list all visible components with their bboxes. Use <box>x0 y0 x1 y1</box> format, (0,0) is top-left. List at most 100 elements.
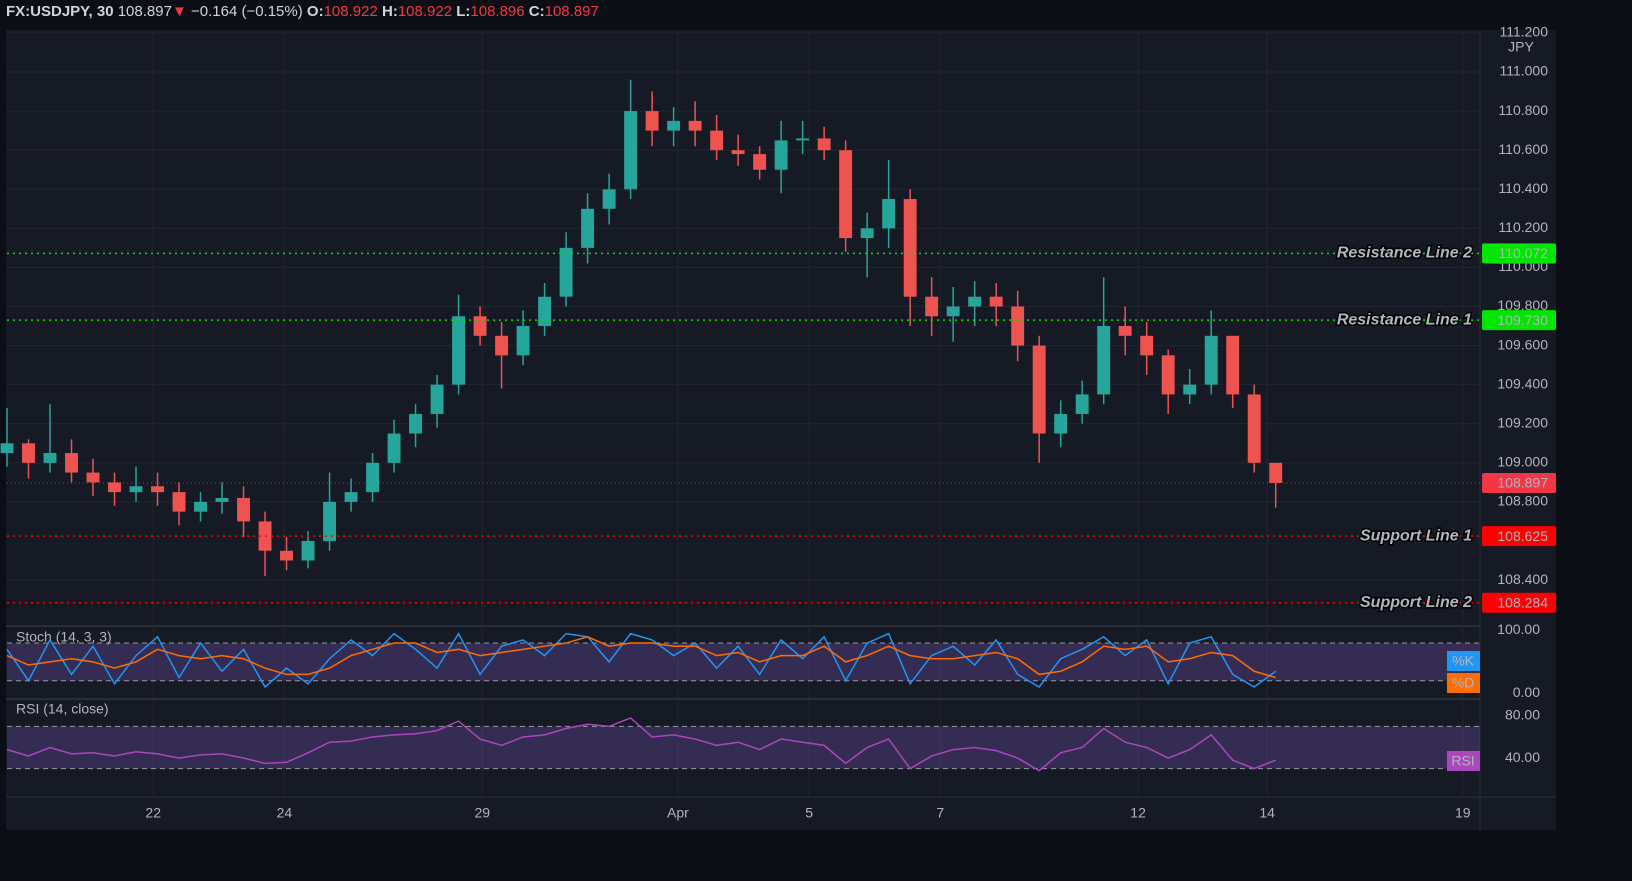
candle-body <box>237 497 250 522</box>
level-name: Support Line 2 <box>1360 594 1472 611</box>
candle-body <box>860 228 874 239</box>
candle-body <box>215 497 229 502</box>
y-tick-label: 108.400 <box>1497 571 1548 587</box>
y-tick-label: 111.200 <box>1499 24 1548 40</box>
ohlc-key: L: <box>456 3 471 20</box>
candle-body <box>151 486 164 493</box>
candle-body <box>839 150 853 239</box>
candle-body <box>1161 355 1175 395</box>
x-tick-label: 12 <box>1130 805 1146 821</box>
band-fill <box>7 643 1480 681</box>
candle-body <box>989 296 1003 307</box>
candle-body <box>0 443 14 454</box>
indicator-line <box>6 635 1276 679</box>
ohlc-value: 108.896 <box>470 3 525 20</box>
candle-body <box>452 316 466 385</box>
candle-body <box>194 501 207 512</box>
indicator-line <box>6 632 1277 689</box>
indicator-line <box>6 717 1276 772</box>
candle-body <box>65 453 78 473</box>
y-tick-label: 110.400 <box>1498 180 1548 196</box>
candle-body <box>1226 335 1240 395</box>
y-tick-label: 109.200 <box>1497 414 1548 430</box>
candle-body <box>624 111 638 190</box>
level-name: Resistance Line 1 <box>1337 311 1472 328</box>
currency-label: JPY <box>1508 39 1534 55</box>
candle-body <box>1054 413 1068 434</box>
level-name: Resistance Line 2 <box>1337 245 1472 262</box>
ohlc-key: H: <box>381 3 398 20</box>
candle-body <box>409 413 423 434</box>
ohlc-key: O: <box>306 3 324 20</box>
x-tick-label: 29 <box>474 805 490 821</box>
ohlc-value: 108.897 <box>544 3 599 20</box>
ohlc-key: C: <box>528 3 545 20</box>
candle-body <box>559 247 573 297</box>
level-name: Support Line 1 <box>1360 527 1472 544</box>
candle-body <box>22 443 35 463</box>
candle-body <box>968 296 982 307</box>
x-tick-label: Apr <box>667 805 689 821</box>
candle-body <box>774 140 788 170</box>
y-tick-label: 108.800 <box>1497 493 1548 509</box>
y-tick-label: 100.00 <box>1497 621 1540 637</box>
candle-body <box>108 482 121 493</box>
candle-body <box>1140 335 1154 356</box>
candle-body <box>667 120 681 131</box>
ohlc-value: 108.922 <box>397 3 453 20</box>
y-tick-label: 109.000 <box>1497 454 1548 470</box>
candle-body <box>602 189 616 209</box>
candle-body <box>1118 326 1132 336</box>
y-tick-label: 110.800 <box>1498 102 1548 118</box>
pane-title: RSI (14, close) <box>16 701 109 717</box>
candle-body <box>473 316 487 336</box>
y-tick-label: 110.200 <box>1498 219 1548 235</box>
candle-body <box>1097 326 1111 395</box>
ohlc-value: 108.922 <box>323 3 378 20</box>
candle-body <box>387 433 401 463</box>
y-tick-label: 110.600 <box>1498 141 1548 157</box>
candle-body <box>1204 335 1218 385</box>
y-tick-label: 109.400 <box>1497 375 1548 391</box>
level-box <box>1482 310 1556 331</box>
symbol: FX:USDJPY, 30 <box>6 3 114 20</box>
candle-body <box>882 199 896 229</box>
candle-body <box>753 154 767 170</box>
y-tick-label: 0.00 <box>1513 684 1540 700</box>
legend-badge <box>1447 673 1480 693</box>
legend-label: RSI <box>1451 753 1474 769</box>
candle-body <box>129 486 143 493</box>
candle-body <box>172 492 186 512</box>
candle-body <box>925 296 939 317</box>
candle-body <box>946 306 960 317</box>
candle-body <box>1269 462 1283 483</box>
legend-badge <box>1447 751 1480 771</box>
y-tick-label: 109.800 <box>1497 297 1548 313</box>
candle-body <box>301 540 315 561</box>
candle-body <box>1247 394 1261 463</box>
candle-body <box>430 384 444 414</box>
x-tick-label: 5 <box>805 805 813 821</box>
candle-body <box>1075 394 1089 414</box>
candle-body <box>581 208 595 248</box>
candle-body <box>495 335 509 356</box>
candle-body <box>817 138 831 151</box>
legend-badge <box>1447 651 1480 671</box>
legend-label: %D <box>1452 675 1475 691</box>
candle-body <box>1183 384 1197 395</box>
x-tick-label: 7 <box>936 805 944 821</box>
y-tick-label: 80.00 <box>1505 707 1540 723</box>
level-box <box>1482 526 1556 547</box>
y-tick-label: 111.000 <box>1499 63 1548 79</box>
last-price-box <box>1482 472 1556 493</box>
last-price-label: 108.897 <box>1497 475 1548 491</box>
candle-body <box>86 472 100 483</box>
level-box <box>1482 243 1556 264</box>
candle-body <box>710 130 724 151</box>
x-tick-label: 22 <box>145 805 161 821</box>
x-tick-label: 24 <box>277 805 293 821</box>
candle-body <box>1032 345 1046 434</box>
candle-body <box>538 296 552 327</box>
band-fill <box>7 726 1480 769</box>
